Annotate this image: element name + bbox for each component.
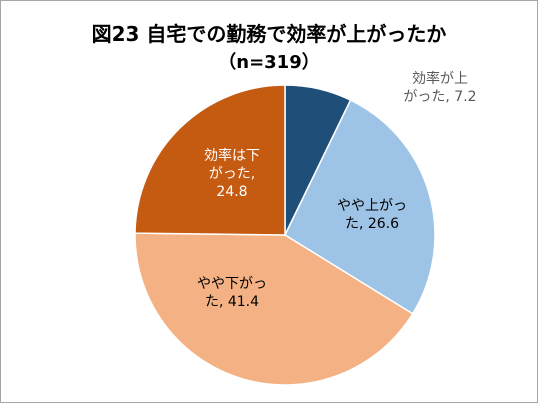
slice-label-line: 24.8: [216, 184, 247, 200]
slice-label-1: やや上がった, 26.6: [337, 198, 407, 232]
slice-label-line: 効率は下: [204, 147, 260, 164]
slice-label-line: がった, 7.2: [403, 89, 476, 105]
slice-label-line: がった,: [209, 166, 255, 182]
slice-label-2: やや下がった, 41.4: [197, 276, 267, 310]
slice-label-line: た, 26.6: [345, 216, 399, 232]
pie-slices: [134, 84, 436, 386]
chart-subtitle: （n=319）: [218, 52, 320, 73]
slice-label-line: やや上がっ: [337, 198, 407, 214]
slice-label-line: 効率が上: [412, 70, 468, 87]
slice-label-3: 効率は下がった, 24.8: [204, 147, 260, 200]
pie-labels: 効率が上がった, 7.2 やや上がった, 26.6 やや下がった, 41.4 効率は下…: [197, 70, 477, 310]
slice-label-line: やや下がっ: [197, 276, 267, 292]
chart-title: 図23 自宅での勤務で効率が上がったか: [91, 22, 447, 46]
pie-slice-3: [134, 84, 286, 236]
slice-label-line: た, 41.4: [205, 294, 259, 310]
slice-label-0: 効率が上がった, 7.2: [403, 70, 476, 105]
pie-slice-2: [134, 232, 414, 386]
pie-slice-1: [284, 99, 436, 315]
